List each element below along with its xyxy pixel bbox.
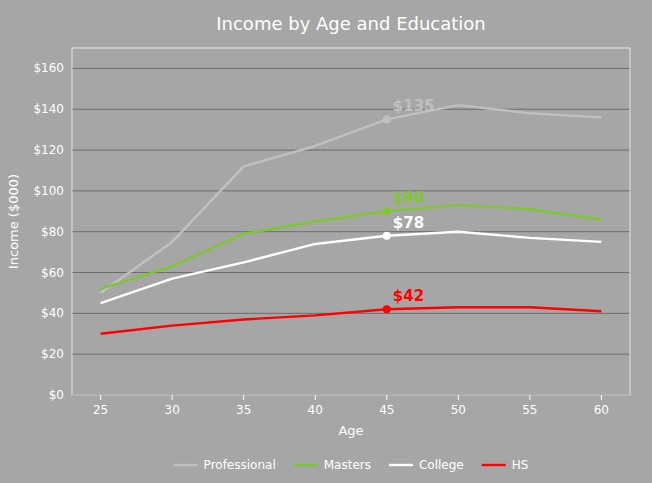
legend-item: College	[389, 458, 464, 472]
legend-label: Masters	[324, 458, 371, 472]
legend-swatch	[482, 464, 506, 466]
legend-label: HS	[512, 458, 529, 472]
x-tick	[601, 395, 602, 400]
annotation: $78	[393, 214, 424, 232]
legend-item: Masters	[294, 458, 371, 472]
chart: Income by Age and Education $0 $20 $40 $60 $8…	[0, 0, 652, 483]
y-tick-label: $0	[49, 388, 64, 402]
legend-swatch	[174, 464, 198, 466]
point-marker	[383, 207, 391, 215]
plot-area	[101, 105, 602, 334]
x-tick	[172, 395, 173, 400]
annotation: $135	[393, 97, 435, 115]
x-tick-label: 25	[93, 403, 108, 417]
legend-label: College	[419, 458, 464, 472]
x-tick-label: 45	[379, 403, 394, 417]
x-tick	[315, 395, 316, 400]
y-tick-label: $80	[41, 225, 64, 239]
title: Income by Age and Education	[216, 13, 486, 34]
point-marker	[383, 232, 391, 240]
y-tick-label: $60	[41, 266, 64, 280]
legend-item: Professional	[174, 458, 276, 472]
x-tick-label: 50	[451, 403, 466, 417]
grid-line	[72, 190, 630, 191]
annotation: $42	[393, 287, 424, 305]
x-tick	[243, 395, 244, 400]
y-tick-label: $20	[41, 347, 64, 361]
legend-item: HS	[482, 458, 529, 472]
y-tick-label: $120	[33, 143, 64, 157]
y-tick-label: $140	[33, 102, 64, 116]
series-line	[101, 205, 602, 289]
x-tick	[529, 395, 530, 400]
legend-label: Professional	[204, 458, 276, 472]
grid-line	[72, 68, 630, 69]
x-tick-label: 60	[594, 403, 609, 417]
legend-swatch	[294, 464, 318, 466]
grid	[72, 68, 630, 395]
point-marker	[383, 305, 391, 313]
annotation: $90	[393, 189, 424, 207]
x-tick-label: 30	[165, 403, 180, 417]
x-tick-label: 35	[236, 403, 251, 417]
y-axis-label: Income ($000)	[6, 174, 21, 269]
grid-line	[72, 109, 630, 110]
grid-line	[72, 354, 630, 355]
series-line	[101, 232, 602, 303]
legend: Professional Masters College HS	[174, 458, 529, 472]
x-tick	[100, 395, 101, 400]
x-tick	[458, 395, 459, 400]
legend-swatch	[389, 464, 413, 466]
x-tick-label: 40	[308, 403, 323, 417]
y-tick-label: $160	[33, 61, 64, 75]
grid-line	[72, 150, 630, 151]
x-axis-label: Age	[338, 423, 363, 438]
x-tick-label: 55	[522, 403, 537, 417]
point-marker	[383, 115, 391, 123]
plot-frame	[72, 48, 630, 395]
x-tick	[386, 395, 387, 400]
series-line	[101, 307, 602, 334]
series-line	[101, 105, 602, 293]
y-tick-label: $40	[41, 306, 64, 320]
y-tick-label: $100	[33, 184, 64, 198]
background	[0, 0, 652, 483]
grid-line	[72, 231, 630, 232]
